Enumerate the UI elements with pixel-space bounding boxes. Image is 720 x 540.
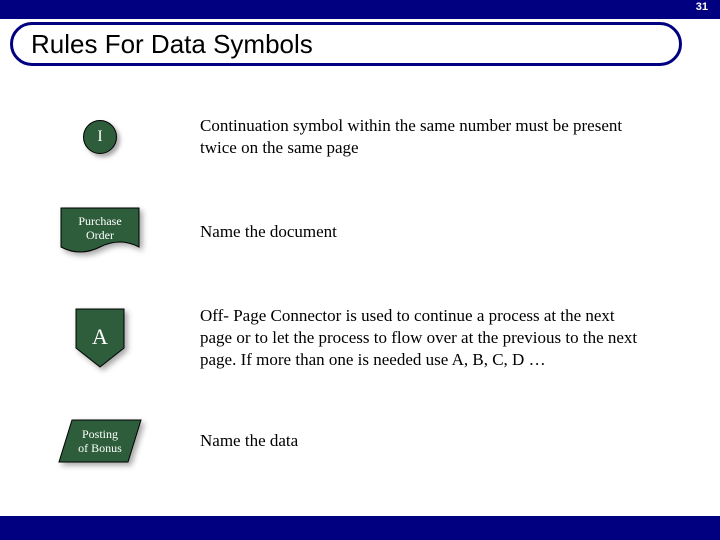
slide-title: Rules For Data Symbols [31, 29, 313, 60]
rule-description: Continuation symbol within the same numb… [200, 115, 680, 159]
document-label: PurchaseOrder [60, 207, 140, 249]
data-label: Postingof Bonus [58, 419, 142, 463]
symbol-cell: I [0, 120, 200, 154]
offpage-label: A [75, 308, 125, 366]
symbol-cell: Postingof Bonus [0, 419, 200, 463]
data-parallelogram-icon: Postingof Bonus [58, 419, 142, 463]
circle-label: I [97, 128, 102, 146]
rule-description: Name the data [200, 430, 680, 452]
rule-description: Name the document [200, 221, 680, 243]
page-number: 31 [696, 1, 708, 13]
rule-row: Postingof Bonus Name the data [0, 419, 720, 463]
symbol-cell: PurchaseOrder [0, 207, 200, 257]
title-container: Rules For Data Symbols [10, 22, 682, 66]
offpage-connector-icon: A [75, 308, 125, 368]
bottom-bar [0, 516, 720, 540]
rule-row: PurchaseOrder Name the document [0, 207, 720, 257]
symbol-cell: A [0, 308, 200, 368]
content-area: I Continuation symbol within the same nu… [0, 115, 720, 511]
rule-row: A Off- Page Connector is used to continu… [0, 305, 720, 371]
document-icon: PurchaseOrder [60, 207, 140, 257]
rule-row: I Continuation symbol within the same nu… [0, 115, 720, 159]
circle-connector-icon: I [83, 120, 117, 154]
top-bar [0, 0, 720, 19]
rule-description: Off- Page Connector is used to continue … [200, 305, 680, 371]
